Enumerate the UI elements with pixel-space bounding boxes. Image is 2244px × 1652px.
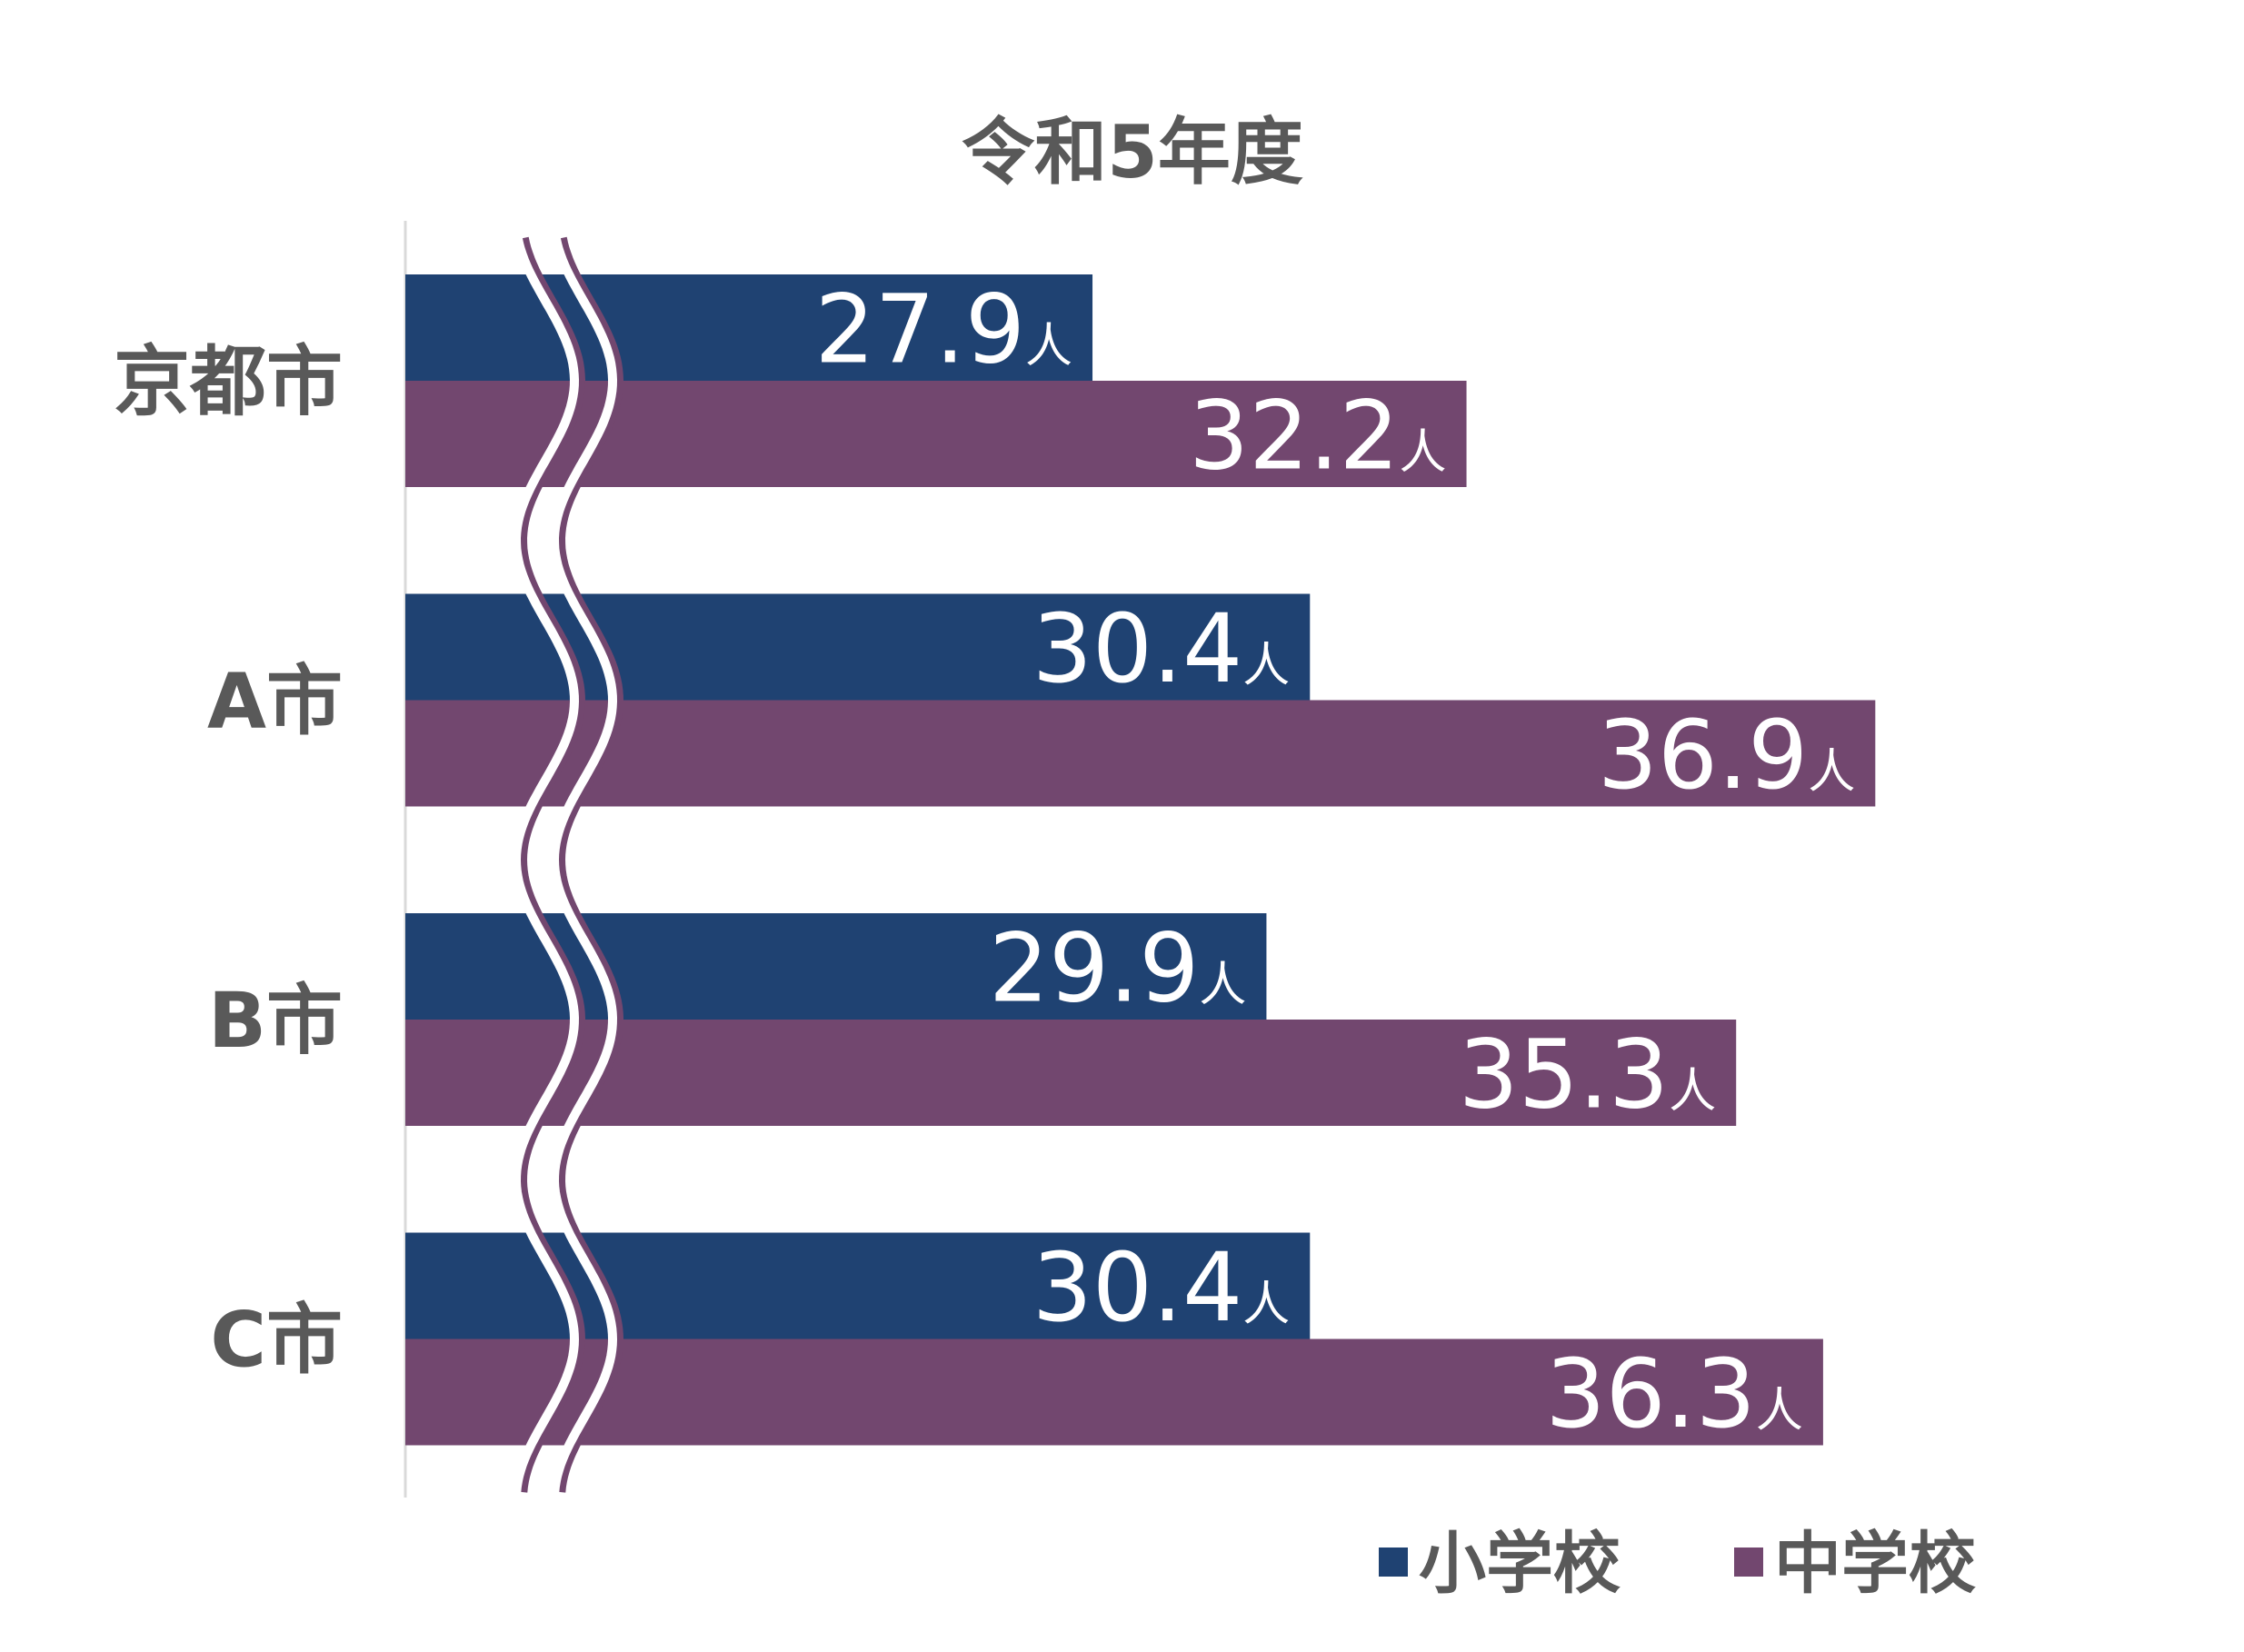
- legend-label: 中学校: [1774, 1525, 1976, 1603]
- data-label: 36.3人: [1545, 1339, 1803, 1449]
- category-label: 京都市: [114, 337, 343, 426]
- data-label: 32.2人: [1189, 381, 1447, 492]
- category-label: A市: [207, 657, 343, 746]
- data-label: 27.9人: [814, 274, 1072, 385]
- category-label: C市: [210, 1296, 343, 1385]
- data-label: 30.4人: [1032, 1232, 1291, 1343]
- break-line: [511, 236, 580, 1493]
- break-line: [549, 236, 618, 1493]
- data-label: 29.9人: [989, 913, 1247, 1024]
- bar: [405, 700, 1876, 807]
- break-line-shadow: [515, 236, 586, 1493]
- data-label: 35.3人: [1459, 1020, 1717, 1130]
- data-label: 36.9人: [1598, 700, 1856, 811]
- bar: [405, 1020, 1737, 1126]
- axis-break-mark: [511, 236, 624, 1493]
- bar: [405, 274, 1093, 381]
- chart-title: 令和5年度: [962, 110, 1303, 194]
- category-label: B市: [208, 976, 343, 1065]
- bar: [405, 1339, 1823, 1446]
- legend-swatch: [1379, 1548, 1408, 1577]
- data-label: 30.4人: [1032, 593, 1291, 704]
- legend-swatch: [1734, 1548, 1763, 1577]
- legend-label: 小学校: [1419, 1525, 1621, 1603]
- break-line-shadow: [554, 236, 624, 1493]
